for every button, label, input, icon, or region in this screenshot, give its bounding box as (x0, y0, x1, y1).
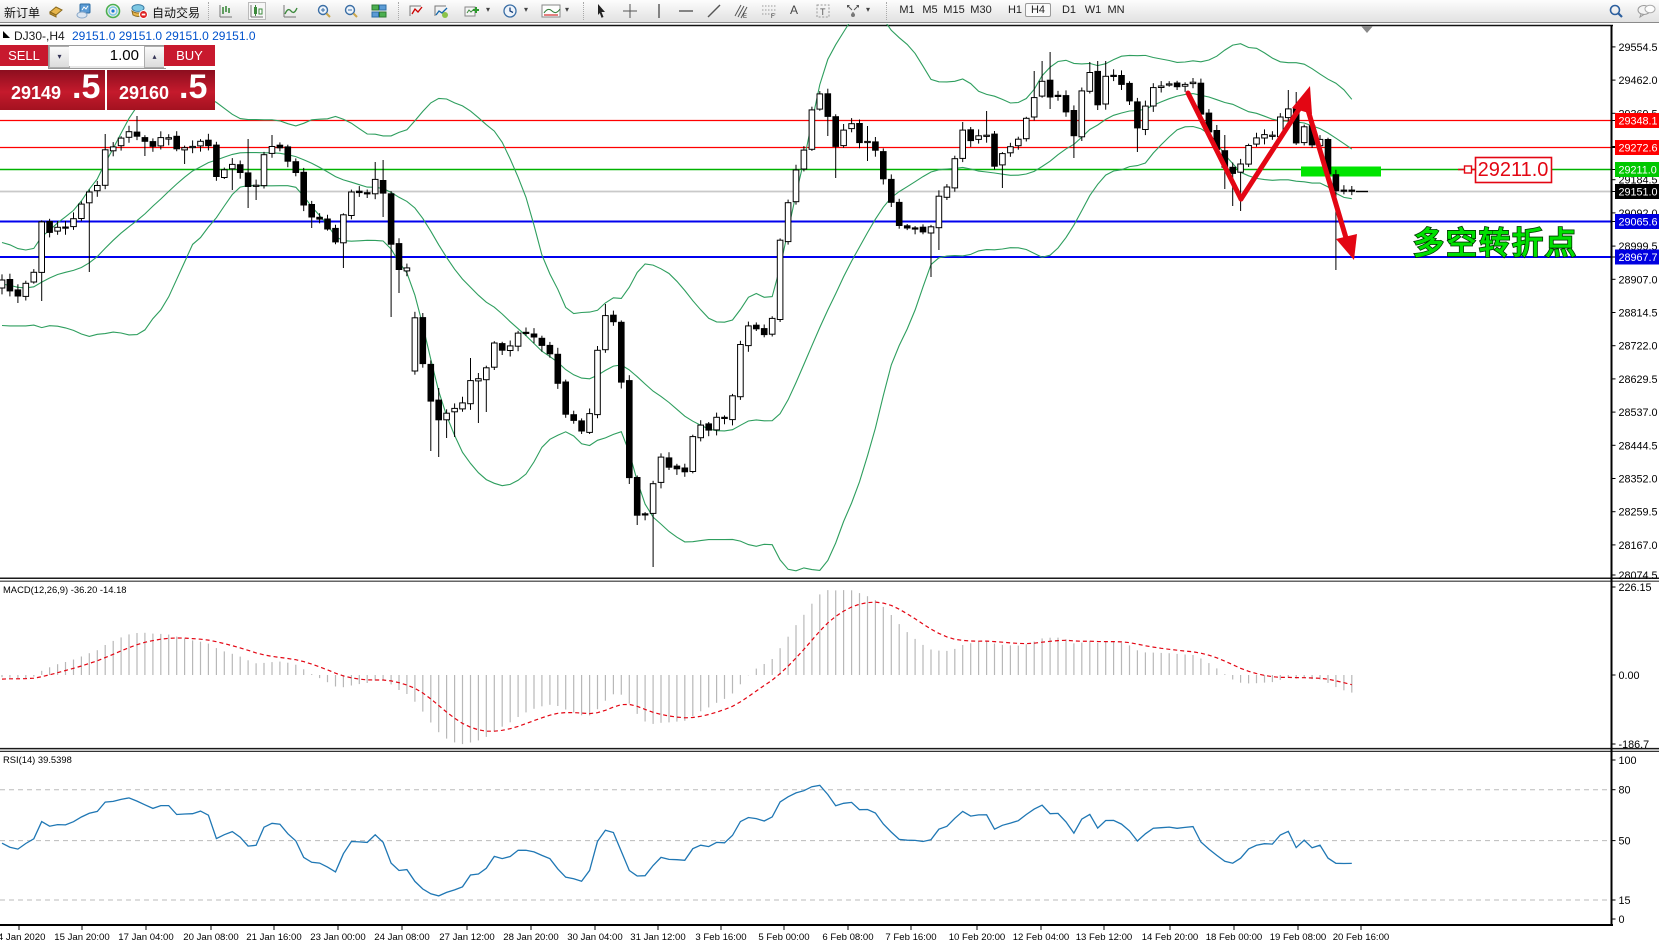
svg-text:F: F (771, 14, 775, 19)
svg-text:29554.5: 29554.5 (1619, 42, 1658, 54)
svg-text:0.00: 0.00 (1619, 670, 1640, 682)
svg-text:29462.0: 29462.0 (1619, 75, 1658, 87)
svg-text:28259.5: 28259.5 (1619, 507, 1658, 519)
svg-text:RSI(14) 39.5398: RSI(14) 39.5398 (3, 754, 72, 765)
svg-text:T: T (820, 7, 826, 17)
svg-text:MACD(12,26,9) -36.20 -14.18: MACD(12,26,9) -36.20 -14.18 (3, 584, 127, 595)
svg-text:多空转折点: 多空转折点 (1413, 226, 1578, 261)
svg-text:29348.1: 29348.1 (1619, 116, 1658, 128)
svg-text:80: 80 (1619, 785, 1631, 797)
svg-text:13 Feb 12:00: 13 Feb 12:00 (1076, 932, 1133, 943)
svg-text:50: 50 (1619, 836, 1631, 848)
svg-text:14 Feb 20:00: 14 Feb 20:00 (1142, 932, 1199, 943)
svg-text:-186.7: -186.7 (1619, 739, 1650, 751)
svg-text:28537.0: 28537.0 (1619, 407, 1658, 419)
svg-text:28907.0: 28907.0 (1619, 274, 1658, 286)
svg-text:0: 0 (1619, 914, 1625, 926)
svg-text:29272.6: 29272.6 (1619, 143, 1658, 155)
svg-text:19 Feb 08:00: 19 Feb 08:00 (1270, 932, 1327, 943)
svg-text:5 Feb 00:00: 5 Feb 00:00 (758, 932, 809, 943)
svg-text:29151.0 29151.0 29151.0 29151.: 29151.0 29151.0 29151.0 29151.0 (72, 29, 256, 43)
svg-text:30 Jan 04:00: 30 Jan 04:00 (567, 932, 622, 943)
svg-text:21 Jan 16:00: 21 Jan 16:00 (246, 932, 301, 943)
svg-text:28352.0: 28352.0 (1619, 474, 1658, 486)
svg-text:28074.5: 28074.5 (1619, 570, 1658, 582)
svg-text:12 Feb 04:00: 12 Feb 04:00 (1013, 932, 1070, 943)
svg-text:3 Feb 16:00: 3 Feb 16:00 (695, 932, 746, 943)
svg-text:28814.5: 28814.5 (1619, 308, 1658, 320)
svg-text:29151.0: 29151.0 (1619, 187, 1658, 199)
svg-text:28629.5: 28629.5 (1619, 374, 1658, 386)
svg-text:226.15: 226.15 (1619, 582, 1652, 594)
svg-text:15: 15 (1619, 895, 1631, 907)
svg-text:20 Jan 08:00: 20 Jan 08:00 (183, 932, 238, 943)
svg-text:E: E (743, 14, 747, 19)
svg-text:7 Feb 16:00: 7 Feb 16:00 (885, 932, 936, 943)
svg-text:DJ30-,H4: DJ30-,H4 (14, 29, 65, 43)
svg-text:14 Jan 2020: 14 Jan 2020 (0, 932, 45, 943)
svg-text:18 Feb 00:00: 18 Feb 00:00 (1206, 932, 1263, 943)
svg-text:100: 100 (1619, 755, 1637, 767)
svg-text:29065.6: 29065.6 (1619, 217, 1658, 229)
svg-text:27 Jan 12:00: 27 Jan 12:00 (439, 932, 494, 943)
svg-text:24 Jan 08:00: 24 Jan 08:00 (374, 932, 429, 943)
svg-text:28 Jan 20:00: 28 Jan 20:00 (503, 932, 558, 943)
svg-text:28444.5: 28444.5 (1619, 440, 1658, 452)
svg-text:29211.0: 29211.0 (1619, 165, 1657, 177)
svg-text:17 Jan 04:00: 17 Jan 04:00 (118, 932, 173, 943)
svg-text:28967.7: 28967.7 (1619, 252, 1658, 264)
svg-text:31 Jan 12:00: 31 Jan 12:00 (630, 932, 685, 943)
svg-text:28167.0: 28167.0 (1619, 540, 1658, 552)
svg-text:20 Feb 16:00: 20 Feb 16:00 (1333, 932, 1390, 943)
svg-text:23 Jan 00:00: 23 Jan 00:00 (310, 932, 365, 943)
svg-text:6 Feb 08:00: 6 Feb 08:00 (822, 932, 873, 943)
svg-text:10 Feb 20:00: 10 Feb 20:00 (949, 932, 1006, 943)
svg-text:28722.0: 28722.0 (1619, 341, 1658, 353)
svg-text:29184.5: 29184.5 (1619, 175, 1658, 187)
svg-text:29211.0: 29211.0 (1478, 159, 1549, 181)
svg-text:15 Jan 20:00: 15 Jan 20:00 (54, 932, 109, 943)
